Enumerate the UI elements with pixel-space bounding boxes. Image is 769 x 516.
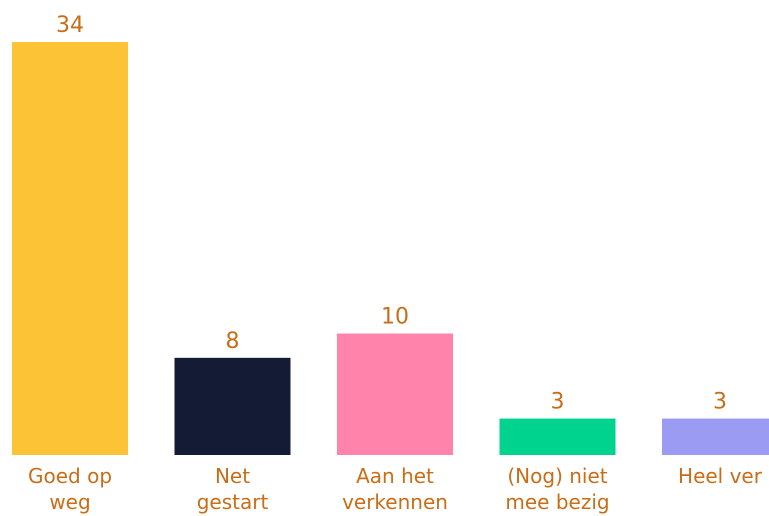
category-label-3: (Nog) niet mee bezig	[505, 464, 609, 514]
bar-0	[12, 42, 128, 455]
category-label-0: Goed op weg	[28, 464, 112, 514]
value-label-0: 34	[56, 13, 84, 38]
category-labels-group: Goed op weg Net gestart Aan het verkennen (Nog…	[28, 464, 763, 514]
category-label-line: verkennen	[342, 490, 448, 514]
bar-2	[337, 333, 453, 455]
bars-group	[12, 42, 769, 455]
value-label-3: 3	[551, 390, 565, 415]
bar-1	[174, 357, 291, 455]
category-label-1: Net gestart	[197, 464, 269, 514]
category-label-line: Heel ver	[678, 464, 763, 488]
category-label-line: Net	[215, 464, 250, 488]
category-label-line: weg	[49, 490, 90, 514]
value-labels-group: 34 8 10 3 3	[56, 13, 727, 415]
value-label-2: 10	[381, 305, 409, 330]
category-label-line: gestart	[197, 490, 269, 514]
category-label-line: mee bezig	[505, 490, 609, 514]
bar-4	[662, 418, 769, 455]
category-label-4: Heel ver	[678, 464, 763, 488]
category-label-2: Aan het verkennen	[342, 464, 448, 514]
value-label-4: 3	[713, 390, 727, 415]
value-label-1: 8	[226, 329, 240, 354]
bar-3	[499, 418, 616, 455]
category-label-line: Aan het	[356, 464, 434, 488]
category-label-line: Goed op	[28, 464, 112, 488]
category-label-line: (Nog) niet	[507, 464, 607, 488]
